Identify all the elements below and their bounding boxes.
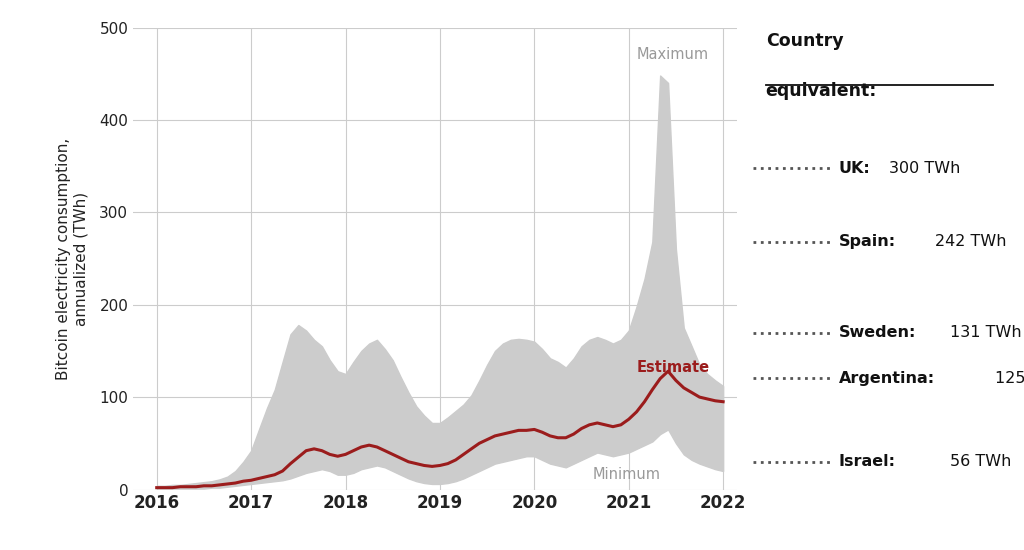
- Text: 242 TWh: 242 TWh: [935, 234, 1007, 249]
- Text: Maximum: Maximum: [636, 47, 709, 62]
- Text: Sweden:: Sweden:: [839, 325, 916, 340]
- Text: 125 TWh: 125 TWh: [995, 371, 1024, 386]
- Text: equivalent:: equivalent:: [766, 82, 878, 100]
- Text: Estimate: Estimate: [636, 360, 710, 375]
- Text: Spain:: Spain:: [839, 234, 896, 249]
- Y-axis label: Bitcoin electricity consumption,
annualized (TWh): Bitcoin electricity consumption, annuali…: [55, 138, 88, 380]
- Text: 300 TWh: 300 TWh: [890, 161, 961, 176]
- Text: Country: Country: [766, 32, 844, 50]
- Text: Israel:: Israel:: [839, 454, 896, 469]
- Text: Minimum: Minimum: [593, 467, 660, 482]
- Text: 131 TWh: 131 TWh: [950, 325, 1022, 340]
- Text: UK:: UK:: [839, 161, 870, 176]
- Text: 56 TWh: 56 TWh: [950, 454, 1012, 469]
- Text: Argentina:: Argentina:: [839, 371, 935, 386]
